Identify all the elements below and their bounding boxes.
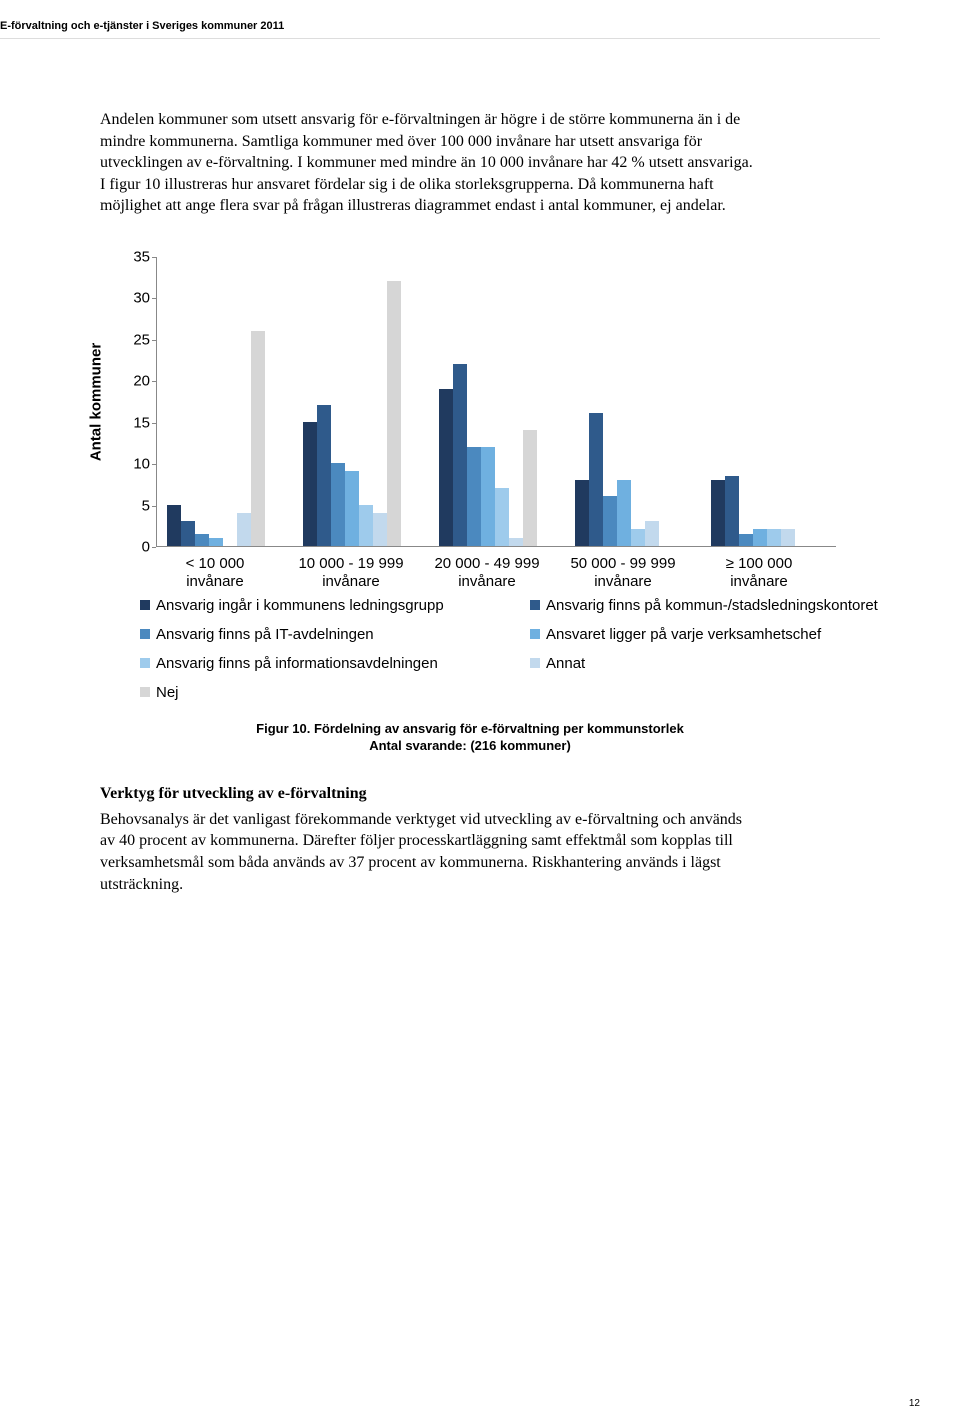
chart-legend: Ansvarig ingår i kommunens ledningsgrupp… xyxy=(140,597,880,701)
legend-swatch xyxy=(530,600,540,610)
intro-paragraph: Andelen kommuner som utsett ansvarig för… xyxy=(100,109,760,217)
legend-label: Ansvarig finns på IT-avdelningen xyxy=(156,626,374,643)
legend-item: Ansvarig finns på informationsavdelninge… xyxy=(140,655,470,672)
bar xyxy=(495,488,509,546)
legend-swatch xyxy=(140,658,150,668)
chart-block: Antal kommuner 05101520253035< 10 000inv… xyxy=(100,257,880,755)
bar xyxy=(575,480,589,546)
bar xyxy=(711,480,725,546)
legend-swatch xyxy=(140,600,150,610)
xtick-label: < 10 000invånare xyxy=(150,555,280,591)
page-header: E-förvaltning och e-tjänster i Sveriges … xyxy=(0,20,880,39)
ytick-mark xyxy=(152,257,156,258)
ytick-label: 15 xyxy=(110,414,150,431)
bar xyxy=(725,476,739,546)
content-area: Andelen kommuner som utsett ansvarig för… xyxy=(0,109,880,895)
bar xyxy=(781,529,795,546)
bar xyxy=(767,529,781,546)
legend-row: Ansvarig finns på informationsavdelninge… xyxy=(140,655,880,672)
bar xyxy=(387,281,401,546)
xtick-label: 10 000 - 19 999invånare xyxy=(286,555,416,591)
legend-label: Ansvarig ingår i kommunens ledningsgrupp xyxy=(156,597,444,614)
legend-row: Ansvarig ingår i kommunens ledningsgrupp… xyxy=(140,597,880,614)
bar xyxy=(617,480,631,546)
bar xyxy=(209,538,223,546)
ytick-label: 5 xyxy=(110,497,150,514)
bar xyxy=(237,513,251,546)
legend-item: Ansvaret ligger på varje verksamhetschef xyxy=(530,626,821,643)
bar xyxy=(181,521,195,546)
bar xyxy=(509,538,523,546)
bar xyxy=(453,364,467,546)
ytick-label: 10 xyxy=(110,456,150,473)
ytick-label: 0 xyxy=(110,538,150,555)
bar xyxy=(481,447,495,546)
ytick-mark xyxy=(152,464,156,465)
chart-plot-area xyxy=(156,257,836,547)
legend-swatch xyxy=(530,658,540,668)
bar xyxy=(589,413,603,546)
legend-swatch xyxy=(140,687,150,697)
ytick-label: 35 xyxy=(110,248,150,265)
ytick-mark xyxy=(152,298,156,299)
ytick-mark xyxy=(152,506,156,507)
bar xyxy=(251,331,265,546)
bar xyxy=(439,389,453,546)
ytick-mark xyxy=(152,340,156,341)
ytick-label: 30 xyxy=(110,290,150,307)
bar xyxy=(645,521,659,546)
bar xyxy=(303,422,317,546)
bar xyxy=(631,529,645,546)
legend-label: Ansvarig finns på kommun-/stadsledningsk… xyxy=(546,597,878,614)
ytick-mark xyxy=(152,381,156,382)
grouped-bar-chart: Antal kommuner 05101520253035< 10 000inv… xyxy=(100,257,840,597)
legend-item: Annat xyxy=(530,655,585,672)
legend-item: Nej xyxy=(140,684,470,701)
legend-swatch xyxy=(140,629,150,639)
ytick-label: 20 xyxy=(110,373,150,390)
bar xyxy=(373,513,387,546)
legend-label: Ansvaret ligger på varje verksamhetschef xyxy=(546,626,821,643)
legend-label: Ansvarig finns på informationsavdelninge… xyxy=(156,655,438,672)
body-paragraph: Behovsanalys är det vanligast förekomman… xyxy=(100,809,760,895)
ytick-mark xyxy=(152,547,156,548)
bar xyxy=(345,471,359,546)
legend-item: Ansvarig finns på IT-avdelningen xyxy=(140,626,470,643)
page-number: 12 xyxy=(909,1398,920,1409)
bar xyxy=(359,505,373,546)
legend-item: Ansvarig finns på kommun-/stadsledningsk… xyxy=(530,597,878,614)
legend-label: Annat xyxy=(546,655,585,672)
bar xyxy=(467,447,481,546)
ytick-label: 25 xyxy=(110,331,150,348)
xtick-label: 20 000 - 49 999invånare xyxy=(422,555,552,591)
caption-line-1: Figur 10. Fördelning av ansvarig för e-f… xyxy=(256,721,684,736)
bar xyxy=(523,430,537,546)
bar xyxy=(739,534,753,546)
ytick-mark xyxy=(152,423,156,424)
bar xyxy=(603,496,617,546)
xtick-label: ≥ 100 000invånare xyxy=(694,555,824,591)
xtick-label: 50 000 - 99 999invånare xyxy=(558,555,688,591)
legend-row: Nej xyxy=(140,684,880,701)
page: E-förvaltning och e-tjänster i Sveriges … xyxy=(0,0,960,1419)
bar xyxy=(317,405,331,546)
caption-line-2: Antal svarande: (216 kommuner) xyxy=(369,738,571,753)
bar xyxy=(753,529,767,546)
bar xyxy=(167,505,181,546)
legend-row: Ansvarig finns på IT-avdelningen Ansvaret… xyxy=(140,626,880,643)
legend-item: Ansvarig ingår i kommunens ledningsgrupp xyxy=(140,597,470,614)
chart-y-axis-label: Antal kommuner xyxy=(88,343,105,461)
legend-swatch xyxy=(530,629,540,639)
chart-caption: Figur 10. Fördelning av ansvarig för e-f… xyxy=(100,721,840,755)
bar xyxy=(195,534,209,546)
legend-label: Nej xyxy=(156,684,179,701)
section-subheading: Verktyg för utveckling av e-förvaltning xyxy=(100,785,880,803)
bar xyxy=(331,463,345,546)
